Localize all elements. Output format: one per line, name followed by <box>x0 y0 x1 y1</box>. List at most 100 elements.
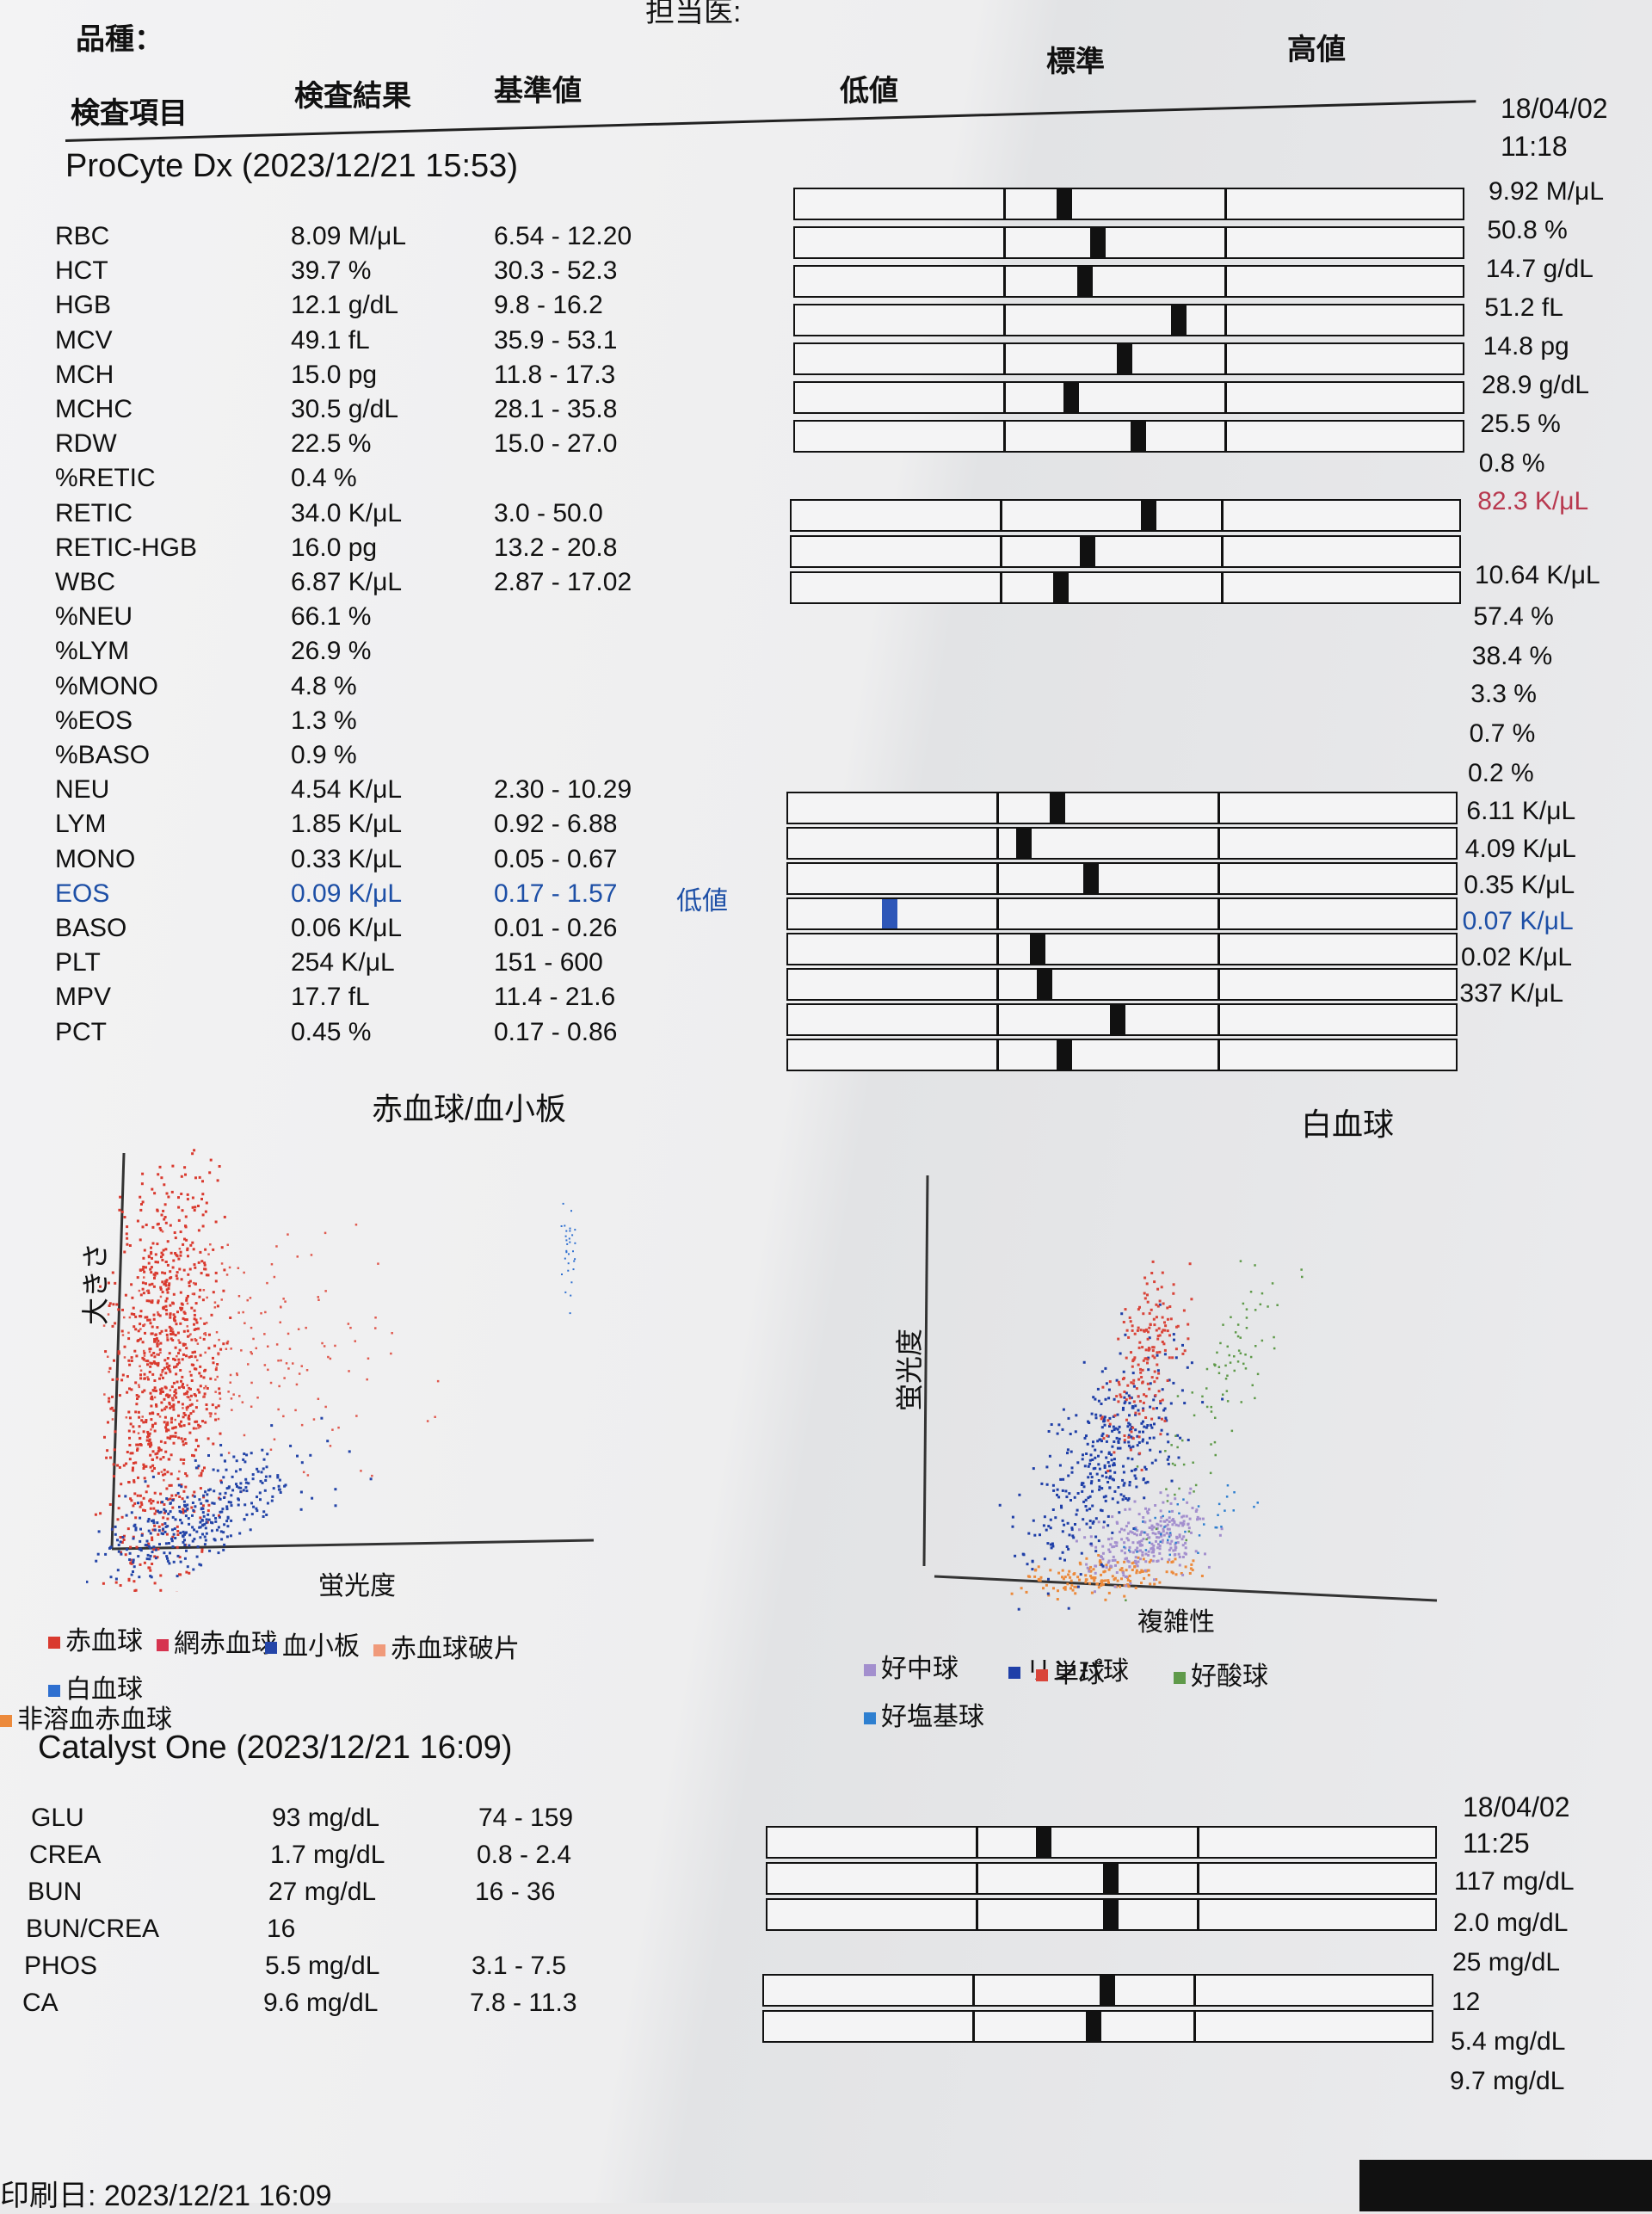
scatter-dot <box>169 1317 171 1319</box>
scatter-dot <box>122 1334 125 1336</box>
scatter-dot <box>228 1452 231 1454</box>
scatter-dot <box>1179 1536 1181 1539</box>
scatter-dot <box>127 1527 130 1530</box>
scatter-dot <box>163 1272 166 1274</box>
scatter-dot <box>202 1504 205 1507</box>
scatter-dot <box>1154 1504 1156 1507</box>
scatter-dot <box>1116 1521 1119 1524</box>
procyte-result: 22.5 % <box>291 429 371 459</box>
scatter-dot <box>1137 1561 1139 1563</box>
scatter-dot <box>1157 1372 1160 1375</box>
scatter-dot <box>152 1545 155 1548</box>
scatter-dot <box>1062 1489 1064 1492</box>
scatter-dot <box>150 1405 152 1408</box>
scatter-dot <box>143 1497 145 1500</box>
scatter-dot <box>213 1291 215 1293</box>
scatter-dot <box>1108 1592 1111 1594</box>
procyte-name: BASO <box>55 914 126 943</box>
scatter-dot <box>203 1267 206 1270</box>
scatter-dot <box>252 1473 255 1476</box>
procyte-name: %EOS <box>55 706 133 736</box>
range-marker <box>1016 829 1032 858</box>
scatter-dot <box>214 1520 217 1523</box>
scatter-dot <box>370 1477 373 1480</box>
scatter-dot <box>1190 1532 1193 1534</box>
scatter-dot <box>139 1238 142 1241</box>
scatter-dot <box>134 1381 137 1384</box>
scatter-dot <box>165 1394 168 1397</box>
scatter-dot <box>1241 1401 1243 1403</box>
scatter-dot <box>207 1489 210 1491</box>
scatter-dot <box>149 1454 151 1457</box>
scatter-dot <box>1120 1312 1123 1315</box>
scatter-dot <box>294 1409 297 1412</box>
scatter-dot <box>1033 1576 1036 1578</box>
scatter-dot <box>564 1292 566 1293</box>
scatter-dot <box>1181 1440 1184 1442</box>
scatter-dot <box>1146 1358 1149 1360</box>
scatter-dot <box>1095 1416 1098 1419</box>
procyte-prev-value: 82.3 K/μL <box>1477 487 1588 516</box>
scatter-dot <box>247 1363 250 1366</box>
catalyst-result: 5.5 mg/dL <box>265 1952 379 1981</box>
scatter-dot <box>1156 1329 1158 1332</box>
scatter-dot <box>163 1456 165 1459</box>
procyte-name: HCT <box>55 256 108 286</box>
scatter-dot <box>1141 1346 1143 1348</box>
scatter-dot <box>144 1377 146 1379</box>
scatter-dot <box>133 1307 135 1310</box>
scatter-dot <box>1123 1541 1125 1544</box>
scatter-dot <box>183 1504 186 1507</box>
scatter-dot <box>570 1210 572 1212</box>
scatter-dot <box>1125 1419 1128 1422</box>
scatter-dot <box>179 1248 182 1250</box>
scatter-dot <box>185 1550 188 1552</box>
scatter-dot <box>1104 1424 1106 1427</box>
scatter-dot <box>377 1262 379 1265</box>
scatter-dot <box>1205 1387 1208 1390</box>
scatter-dot <box>153 1379 156 1382</box>
scatter-dot <box>209 1243 212 1246</box>
scatter-dot <box>1026 1563 1029 1565</box>
scatter-dot <box>1045 1584 1048 1587</box>
scatter-dot <box>154 1528 157 1531</box>
scatter-dot <box>267 1346 269 1348</box>
scatter-dot <box>154 1334 157 1336</box>
scatter-dot <box>1300 1268 1303 1271</box>
scatter-dot <box>999 1504 1002 1507</box>
scatter-dot <box>247 1482 250 1484</box>
scatter-dot <box>121 1309 124 1311</box>
scatter-dot <box>1128 1549 1131 1551</box>
scatter-dot <box>191 1152 194 1155</box>
scatter-dot <box>1085 1557 1088 1560</box>
scatter-dot <box>1227 1484 1230 1487</box>
scatter-dot <box>1193 1490 1195 1493</box>
scatter-dot <box>1131 1329 1134 1332</box>
scatter-dot <box>1132 1437 1135 1440</box>
scatter-dot <box>157 1173 159 1175</box>
range-bar <box>786 1003 1458 1036</box>
scatter-dot <box>1176 1446 1179 1449</box>
procyte-prev-time: 11:18 <box>1501 131 1568 163</box>
scatter-dot <box>1094 1565 1097 1568</box>
scatter-dot <box>1187 1323 1189 1326</box>
scatter-dot <box>1193 1415 1196 1417</box>
scatter-dot <box>115 1582 118 1584</box>
scatter-dot <box>1148 1327 1150 1329</box>
scatter-dot <box>1150 1309 1153 1311</box>
scatter-dot <box>193 1528 195 1531</box>
scatter-dot <box>1089 1526 1092 1529</box>
scatter-dot <box>194 1206 196 1208</box>
scatter-dot <box>1187 1523 1190 1526</box>
scatter-dot <box>134 1516 137 1519</box>
scatter-dot <box>151 1257 153 1260</box>
scatter-dot <box>252 1477 255 1480</box>
scatter-dot <box>1167 1539 1169 1542</box>
scatter-dot <box>190 1374 193 1377</box>
scatter-dot <box>181 1521 183 1524</box>
scatter-dot <box>167 1292 170 1294</box>
scatter-dot <box>153 1286 156 1288</box>
scatter-dot <box>570 1312 571 1314</box>
scatter-dot <box>183 1424 186 1427</box>
